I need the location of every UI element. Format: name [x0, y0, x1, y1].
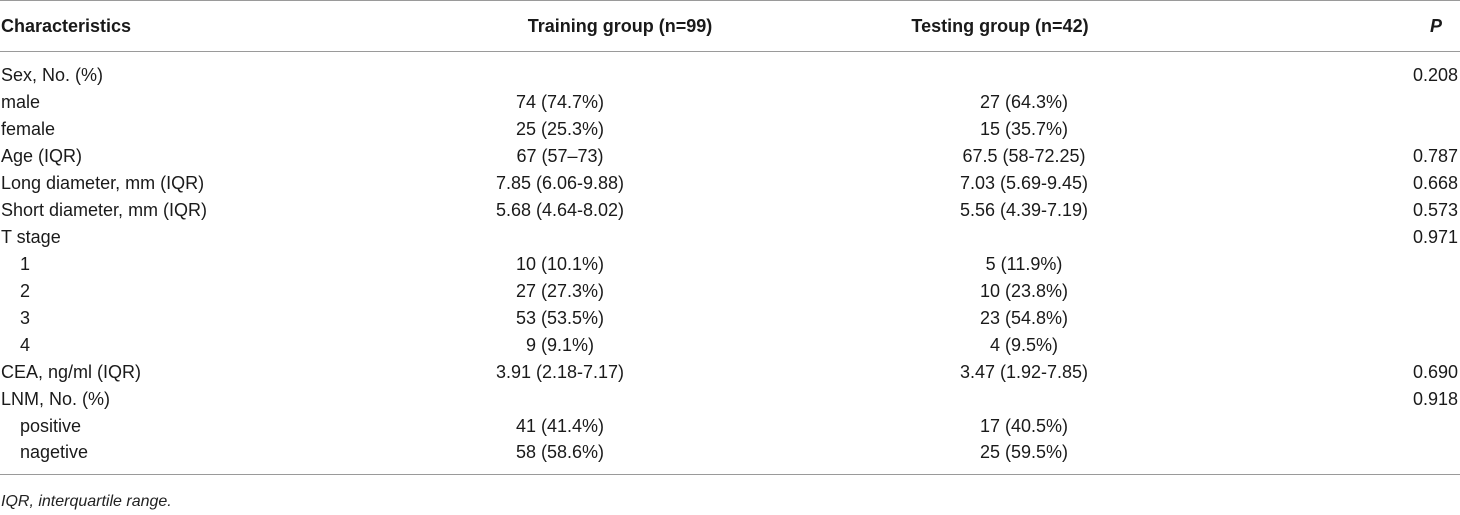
testing-value: 3.47 (1.92-7.85)	[959, 361, 1089, 382]
training-value: 3.91 (2.18-7.17)	[495, 361, 625, 382]
table-row: 1 10 (10.1%) 5 (11.9%)	[0, 251, 1460, 278]
row-label: nagetive	[0, 439, 380, 475]
training-value: 7.85 (6.06-9.88)	[495, 172, 625, 193]
table-row: female 25 (25.3%) 15 (35.7%)	[0, 116, 1460, 143]
header-testing-group: Testing group (n=42)	[800, 0, 1300, 52]
row-label: positive	[20, 415, 82, 436]
p-value	[1300, 413, 1460, 440]
testing-value: 25 (59.5%)	[800, 439, 1300, 475]
table-row: LNM, No. (%) 0.918	[0, 386, 1460, 413]
testing-value	[800, 52, 1300, 89]
table-row: nagetive 58 (58.6%) 25 (59.5%)	[0, 439, 1460, 475]
header-characteristics: Characteristics	[0, 0, 380, 52]
testing-value: 23 (54.8%)	[979, 307, 1069, 328]
training-value: 27 (27.3%)	[515, 280, 605, 301]
p-value	[1300, 305, 1460, 332]
testing-value: 10 (23.8%)	[979, 280, 1069, 301]
p-value: 0.918	[1412, 388, 1458, 409]
table-row: male 74 (74.7%) 27 (64.3%)	[0, 89, 1460, 116]
table-row: Age (IQR) 67 (57–73) 67.5 (58-72.25) 0.787	[0, 143, 1460, 170]
training-value: 74 (74.7%)	[515, 91, 605, 112]
training-value: 9 (9.1%)	[525, 334, 595, 355]
row-label: Age (IQR)	[1, 145, 83, 166]
row-label: Long diameter, mm (IQR)	[1, 172, 205, 193]
testing-value: 4 (9.5%)	[989, 334, 1059, 355]
p-value: 0.971	[1412, 226, 1458, 247]
training-value: 5.68 (4.64-8.02)	[495, 199, 625, 220]
row-label: T stage	[1, 226, 61, 247]
training-value	[380, 52, 800, 89]
p-value: 0.573	[1412, 199, 1458, 220]
table-header: Characteristics Training group (n=99) Te…	[0, 0, 1460, 52]
row-label: 3	[20, 307, 31, 328]
p-value	[1300, 116, 1460, 143]
testing-value: 67.5 (58-72.25)	[962, 145, 1086, 166]
p-value	[1300, 278, 1460, 305]
table-row: 2 27 (27.3%) 10 (23.8%)	[0, 278, 1460, 305]
p-value: 0.690	[1412, 361, 1458, 382]
training-value	[380, 386, 800, 413]
table-row: Sex, No. (%) 0.208	[0, 52, 1460, 89]
training-value: 25 (25.3%)	[515, 118, 605, 139]
table-body: Sex, No. (%) 0.208 male 74 (74.7%) 27 (64.3%…	[0, 52, 1460, 475]
table-row: Short diameter, mm (IQR) 5.68 (4.64-8.02)…	[0, 197, 1460, 224]
testing-value	[800, 386, 1300, 413]
table-row: T stage 0.971	[0, 224, 1460, 251]
row-label: 1	[20, 253, 31, 274]
row-label: 2	[20, 280, 31, 301]
training-value: 58 (58.6%)	[380, 439, 800, 475]
row-label: Short diameter, mm (IQR)	[1, 199, 208, 220]
row-label: Sex, No. (%)	[1, 64, 104, 85]
testing-value: 5 (11.9%)	[985, 253, 1063, 274]
testing-value: 27 (64.3%)	[979, 91, 1069, 112]
p-value: 0.668	[1412, 172, 1458, 193]
row-label: LNM, No. (%)	[1, 388, 111, 409]
p-value	[1300, 439, 1460, 475]
table-row: CEA, ng/ml (IQR) 3.91 (2.18-7.17) 3.47 (1.…	[0, 359, 1460, 386]
testing-value	[800, 224, 1300, 251]
training-value: 10 (10.1%)	[515, 253, 605, 274]
table-footnote: IQR, interquartile range.	[1, 493, 172, 510]
header-p-value: P	[1300, 0, 1460, 52]
table-row: Long diameter, mm (IQR) 7.85 (6.06-9.88) 7…	[0, 170, 1460, 197]
row-label: male	[1, 91, 41, 112]
table-row: 4 9 (9.1%) 4 (9.5%)	[0, 332, 1460, 359]
row-label: female	[1, 118, 56, 139]
row-label: 4	[20, 334, 31, 355]
p-value	[1300, 89, 1460, 116]
p-value: 0.787	[1412, 145, 1458, 166]
table-row: 3 53 (53.5%) 23 (54.8%)	[0, 305, 1460, 332]
p-value	[1300, 251, 1460, 278]
p-value	[1300, 332, 1460, 359]
training-value: 67 (57–73)	[516, 145, 604, 166]
table-row: positive 41 (41.4%) 17 (40.5%)	[0, 413, 1460, 440]
row-label: CEA, ng/ml (IQR)	[1, 361, 142, 382]
testing-value: 5.56 (4.39-7.19)	[959, 199, 1089, 220]
training-value	[380, 224, 800, 251]
testing-value: 7.03 (5.69-9.45)	[959, 172, 1089, 193]
training-value: 41 (41.4%)	[515, 415, 605, 436]
testing-value: 17 (40.5%)	[979, 415, 1069, 436]
characteristics-table: Characteristics Training group (n=99) Te…	[0, 0, 1460, 475]
header-row: Characteristics Training group (n=99) Te…	[0, 0, 1460, 52]
p-value: 0.208	[1412, 64, 1458, 85]
header-training-group: Training group (n=99)	[380, 0, 800, 52]
testing-value: 15 (35.7%)	[979, 118, 1069, 139]
training-value: 53 (53.5%)	[515, 307, 605, 328]
